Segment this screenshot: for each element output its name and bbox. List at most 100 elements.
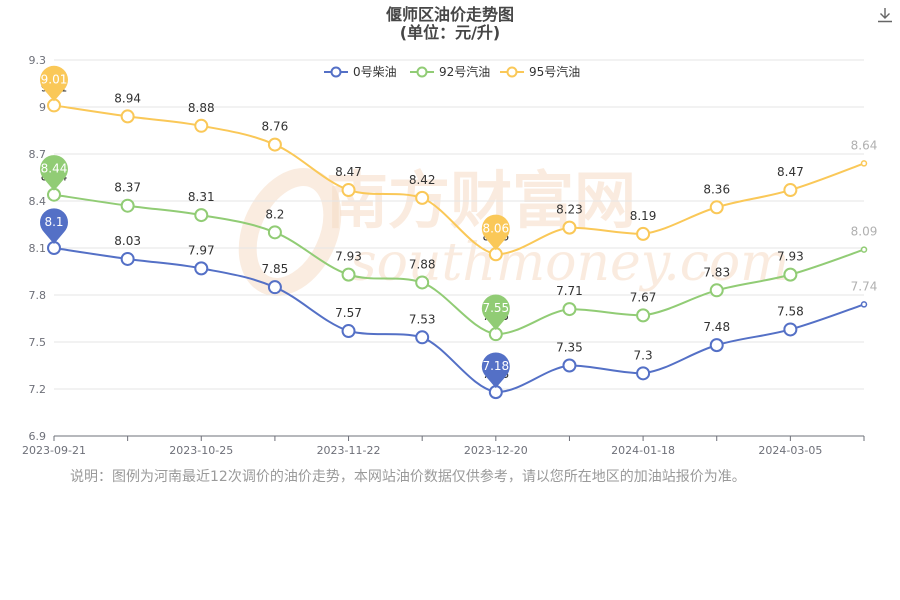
pin-marker: 7.55 xyxy=(481,294,510,331)
chart-subtitle: (单位：元/升) xyxy=(400,23,500,42)
x-tick-label: 2023-12-20 xyxy=(464,444,528,457)
data-point[interactable] xyxy=(120,109,135,124)
data-point[interactable] xyxy=(267,280,282,295)
legend-circle-icon xyxy=(506,66,518,78)
data-point[interactable] xyxy=(120,198,135,213)
legend-item[interactable]: 95号汽油 xyxy=(500,64,580,79)
data-point[interactable] xyxy=(415,190,430,205)
legend[interactable]: 0号柴油 92号汽油 95号汽油 xyxy=(324,64,580,79)
data-point[interactable] xyxy=(783,322,798,337)
legend-label: 92号汽油 xyxy=(439,64,490,79)
pin-shape xyxy=(40,65,68,102)
data-point[interactable] xyxy=(341,267,356,282)
data-label: 8.76 xyxy=(262,120,289,134)
data-label: 8.64 xyxy=(851,138,878,152)
data-label: 7.67 xyxy=(630,290,657,304)
x-tick-label: 2024-03-05 xyxy=(758,444,822,457)
pin-marker: 8.44 xyxy=(40,155,68,191)
data-label: 8.2 xyxy=(265,207,284,221)
y-tick-label: 8.1 xyxy=(29,242,47,255)
y-tick-label: 8.7 xyxy=(29,148,47,161)
x-axis: 2023-09-21 2023-10-25 2023-11-22 2023-12-20… xyxy=(22,435,865,457)
y-tick-label: 7.5 xyxy=(29,336,47,349)
data-point[interactable] xyxy=(709,283,724,298)
data-point[interactable] xyxy=(562,358,577,373)
data-label: 7.48 xyxy=(703,320,730,334)
data-label: 8.09 xyxy=(851,225,878,239)
pin-label: 9.01 xyxy=(41,72,68,86)
data-label: 7.93 xyxy=(777,250,804,264)
pin-marker: 8.1 xyxy=(40,208,68,244)
data-label: 7.93 xyxy=(335,250,362,264)
legend-label: 95号汽油 xyxy=(529,64,580,79)
data-point[interactable] xyxy=(120,251,135,266)
download-icon[interactable] xyxy=(876,6,894,24)
y-tick-label: 9.3 xyxy=(29,54,47,67)
chart-title: 偃师区油价走势图 xyxy=(386,5,514,24)
y-tick-label: 7.8 xyxy=(29,289,47,302)
data-point[interactable] xyxy=(194,118,209,133)
data-point[interactable] xyxy=(783,183,798,198)
data-label: 7.58 xyxy=(777,304,804,318)
x-tick-label: 2023-10-25 xyxy=(169,444,233,457)
data-point[interactable] xyxy=(709,338,724,353)
data-point[interactable] xyxy=(562,302,577,317)
legend-item[interactable]: 92号汽油 xyxy=(410,64,490,79)
data-label: 8.36 xyxy=(703,182,730,196)
pin-label: 8.44 xyxy=(41,162,68,176)
data-point[interactable] xyxy=(562,220,577,235)
data-label: 8.03 xyxy=(114,234,141,248)
data-point[interactable] xyxy=(636,226,651,241)
data-point[interactable] xyxy=(636,366,651,381)
legend-item[interactable]: 0号柴油 xyxy=(324,65,397,79)
pin-label: 8.1 xyxy=(44,215,63,229)
y-tick-label: 8.4 xyxy=(29,195,47,208)
pin-label: 7.18 xyxy=(482,359,509,373)
data-label: 7.88 xyxy=(409,257,436,271)
x-tick-label: 2023-09-21 xyxy=(22,444,86,457)
pin-marker: 8.06 xyxy=(481,214,510,251)
extreme-markers: 8.1 7.18 8.44 7.55 9.01 8.06 xyxy=(40,65,510,389)
grid-lines xyxy=(54,59,864,437)
data-point[interactable] xyxy=(415,275,430,290)
data-label: 7.97 xyxy=(188,243,215,257)
data-point[interactable] xyxy=(341,183,356,198)
data-point[interactable] xyxy=(341,324,356,339)
data-point[interactable] xyxy=(783,267,798,282)
data-label: 8.37 xyxy=(114,181,141,195)
data-point[interactable] xyxy=(860,160,868,167)
legend-circle-icon xyxy=(330,66,342,78)
pin-marker: 7.18 xyxy=(481,352,510,389)
pin-shape xyxy=(481,294,510,331)
data-label: 8.19 xyxy=(630,209,657,223)
data-label: 7.3 xyxy=(634,348,653,362)
data-point[interactable] xyxy=(709,200,724,215)
data-point[interactable] xyxy=(267,225,282,240)
legend-label: 0号柴油 xyxy=(353,65,397,79)
data-point[interactable] xyxy=(194,261,209,276)
legend-circle-icon xyxy=(416,66,428,78)
pin-label: 8.06 xyxy=(482,221,509,235)
y-axis: 6.9 7.2 7.5 7.8 8.1 8.4 8.7 9 9.3 xyxy=(29,54,47,443)
data-point[interactable] xyxy=(194,208,209,223)
data-point[interactable] xyxy=(860,246,868,253)
data-label: 7.35 xyxy=(556,341,583,355)
data-point[interactable] xyxy=(636,308,651,323)
data-label: 7.53 xyxy=(409,312,436,326)
data-label: 8.47 xyxy=(777,165,804,179)
pin-shape xyxy=(481,214,510,251)
data-label: 8.42 xyxy=(409,173,436,187)
data-point[interactable] xyxy=(415,330,430,345)
chart-note: 说明：图例为河南最近12次调价的油价走势，本网站油价数据仅供参考，请以您所在地区… xyxy=(70,469,746,485)
data-point[interactable] xyxy=(267,137,282,152)
x-tick-label: 2024-01-18 xyxy=(611,444,675,457)
y-tick-label: 7.2 xyxy=(29,383,47,396)
data-label: 8.88 xyxy=(188,101,215,115)
pin-label: 7.55 xyxy=(482,301,509,315)
data-label: 7.83 xyxy=(703,265,730,279)
x-tick-label: 2023-11-22 xyxy=(317,444,381,457)
data-label: 8.31 xyxy=(188,190,215,204)
data-point[interactable] xyxy=(860,301,868,308)
data-label: 8.94 xyxy=(114,91,141,105)
